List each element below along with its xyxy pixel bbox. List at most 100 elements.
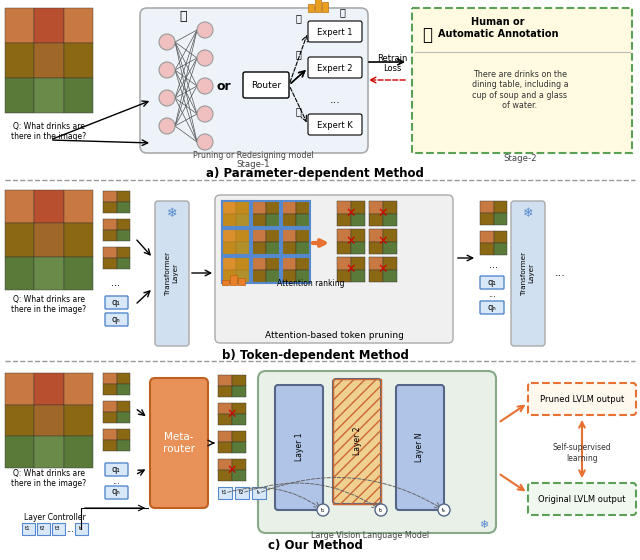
Bar xyxy=(383,257,397,269)
Text: Loss: Loss xyxy=(383,63,401,72)
Bar xyxy=(315,0,321,12)
FancyBboxPatch shape xyxy=(215,195,453,343)
Bar xyxy=(35,43,63,78)
Text: Layer N: Layer N xyxy=(415,432,424,462)
Bar xyxy=(232,386,246,397)
Bar xyxy=(222,257,250,283)
Bar xyxy=(222,257,236,270)
Bar xyxy=(222,257,250,283)
Bar xyxy=(218,414,232,425)
Bar xyxy=(296,257,310,270)
Text: 🔥: 🔥 xyxy=(339,7,345,17)
Text: Large Vision Language Model: Large Vision Language Model xyxy=(311,530,429,539)
Bar xyxy=(383,229,397,241)
Bar xyxy=(296,270,310,283)
FancyBboxPatch shape xyxy=(243,72,289,98)
Bar xyxy=(222,242,236,255)
Text: t2: t2 xyxy=(239,491,245,496)
Bar xyxy=(252,270,266,283)
FancyBboxPatch shape xyxy=(155,201,189,346)
Bar xyxy=(22,523,35,535)
Bar xyxy=(222,280,229,285)
FancyBboxPatch shape xyxy=(396,385,444,510)
Bar xyxy=(218,487,232,499)
Bar xyxy=(218,403,232,414)
Bar xyxy=(369,257,383,269)
Bar xyxy=(222,201,236,214)
Bar xyxy=(282,257,296,270)
Bar xyxy=(232,470,246,481)
Bar xyxy=(218,386,232,397)
Bar xyxy=(232,431,246,442)
Bar xyxy=(333,379,381,504)
Bar xyxy=(252,201,266,214)
Text: ✕: ✕ xyxy=(378,263,388,276)
Bar xyxy=(63,256,93,290)
Text: or: or xyxy=(217,80,231,92)
Bar xyxy=(103,247,116,258)
Bar xyxy=(296,229,310,242)
Text: 👤: 👤 xyxy=(422,26,432,44)
Text: q₁: q₁ xyxy=(111,297,120,306)
Text: Expert K: Expert K xyxy=(317,120,353,129)
Bar xyxy=(493,201,507,213)
Bar xyxy=(282,201,310,227)
Bar xyxy=(35,78,63,113)
Bar xyxy=(116,373,130,384)
Bar xyxy=(282,257,310,283)
Text: Q: What drinks are
there in the image?: Q: What drinks are there in the image? xyxy=(12,295,86,314)
Text: ✕: ✕ xyxy=(378,207,388,220)
Text: Transformer
Layer: Transformer Layer xyxy=(166,251,179,295)
Bar xyxy=(63,436,93,468)
Bar xyxy=(232,414,246,425)
FancyBboxPatch shape xyxy=(308,21,362,42)
Bar xyxy=(5,8,35,43)
Bar xyxy=(103,412,116,423)
Bar xyxy=(116,219,130,230)
Bar xyxy=(296,242,310,255)
Text: tₙ: tₙ xyxy=(442,507,446,512)
Bar xyxy=(116,401,130,412)
Bar xyxy=(103,219,116,230)
Bar xyxy=(480,213,493,225)
Bar xyxy=(232,459,246,470)
Bar xyxy=(116,384,130,395)
Bar xyxy=(218,470,232,481)
Bar xyxy=(296,214,310,227)
Text: ...: ... xyxy=(111,278,120,288)
Bar xyxy=(252,257,280,283)
Circle shape xyxy=(197,50,213,66)
Bar xyxy=(103,384,116,395)
Text: a) Parameter-dependent Method: a) Parameter-dependent Method xyxy=(206,166,424,180)
Bar xyxy=(322,2,328,12)
Bar xyxy=(369,229,383,241)
Circle shape xyxy=(438,504,450,516)
Bar xyxy=(222,270,236,283)
Bar xyxy=(222,229,250,255)
Text: Layer 2: Layer 2 xyxy=(353,427,362,455)
FancyBboxPatch shape xyxy=(511,201,545,346)
Bar xyxy=(266,242,280,255)
Text: Expert 1: Expert 1 xyxy=(317,27,353,36)
Bar xyxy=(35,373,63,405)
Text: qₙ: qₙ xyxy=(111,315,120,324)
Text: ✕: ✕ xyxy=(346,263,356,276)
FancyBboxPatch shape xyxy=(105,486,128,499)
Text: 🔥: 🔥 xyxy=(295,13,301,23)
Bar xyxy=(308,4,314,12)
Bar xyxy=(480,231,493,243)
Bar xyxy=(369,269,383,282)
Bar xyxy=(222,229,250,255)
Text: Pruning or Redesigning model: Pruning or Redesigning model xyxy=(193,151,314,160)
Bar xyxy=(103,258,116,269)
Bar xyxy=(5,405,35,436)
Text: Q: What drinks are
there in the image?: Q: What drinks are there in the image? xyxy=(12,469,86,488)
Bar xyxy=(282,242,296,255)
Bar xyxy=(35,436,63,468)
Text: Original LVLM output: Original LVLM output xyxy=(538,494,626,503)
Text: Router: Router xyxy=(251,81,281,90)
Bar xyxy=(116,191,130,202)
Text: ...: ... xyxy=(112,477,120,486)
Bar xyxy=(266,214,280,227)
Bar xyxy=(103,373,116,384)
